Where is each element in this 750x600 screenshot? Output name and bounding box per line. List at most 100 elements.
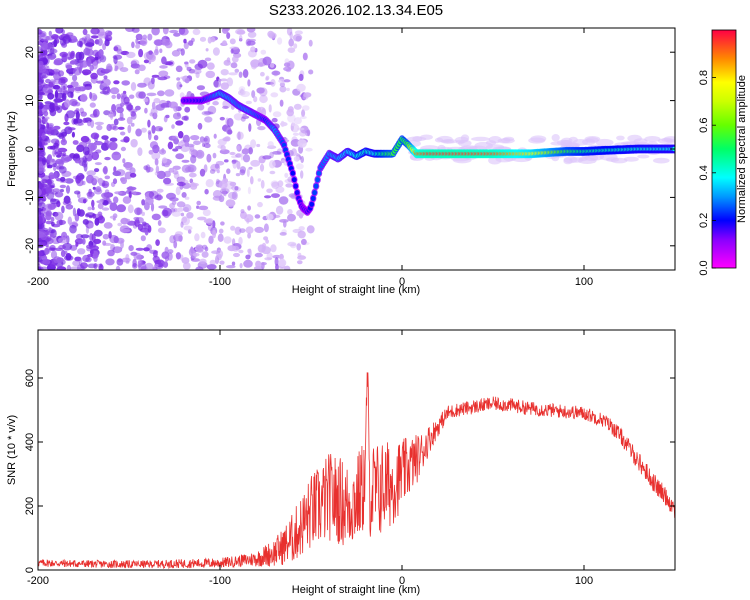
heatmap-noise-blob (103, 165, 108, 175)
heatmap-ridge-cell (291, 177, 297, 183)
heatmap-noise-blob (43, 85, 51, 94)
heatmap-noise-blob (234, 186, 239, 191)
heatmap-halo-blob (458, 139, 472, 147)
heatmap-y-tick-label: 10 (24, 94, 36, 106)
heatmap-noise-blob (72, 74, 78, 82)
heatmap-noise-blob (151, 213, 161, 221)
heatmap-noise-blob (240, 151, 244, 161)
heatmap-noise-blob (77, 209, 85, 217)
heatmap-noise-blob (58, 237, 68, 244)
heatmap-noise-blob (47, 204, 58, 209)
heatmap-noise-blob (161, 38, 171, 46)
heatmap-noise-blob (104, 39, 110, 47)
heatmap-noise-blob (250, 46, 256, 53)
heatmap-noise-blob (181, 216, 188, 223)
heatmap-noise-blob (108, 231, 112, 239)
heatmap-noise-blob (220, 69, 229, 76)
heatmap-noise-blob (299, 130, 307, 137)
heatmap-noise-blob (291, 122, 296, 127)
heatmap-noise-blob (40, 175, 51, 181)
heatmap-noise-blob (190, 154, 197, 164)
heatmap-noise-blob (137, 147, 143, 157)
heatmap-noise-blob (192, 68, 202, 75)
snr-x-tick-label: 100 (575, 575, 593, 587)
heatmap-noise-blob (77, 248, 86, 255)
heatmap-noise-blob (141, 199, 146, 206)
heatmap-noise-blob (271, 70, 281, 76)
heatmap-noise-blob (67, 216, 73, 225)
heatmap-noise-blob (80, 262, 88, 269)
heatmap-noise-blob (219, 260, 225, 265)
heatmap-noise-blob (201, 251, 209, 258)
heatmap-noise-blob (38, 251, 43, 257)
heatmap-noise-blob (220, 82, 229, 90)
heatmap-noise-blob (241, 148, 250, 155)
heatmap-noise-blob (266, 252, 273, 260)
heatmap-noise-blob (251, 90, 256, 99)
heatmap-y-tick-label: -20 (24, 238, 36, 254)
heatmap-noise-blob (41, 210, 50, 214)
heatmap-noise-blob (260, 179, 265, 189)
heatmap-noise-blob (247, 205, 252, 211)
heatmap-noise-blob (176, 81, 182, 90)
heatmap-noise-blob (130, 122, 135, 127)
heatmap-noise-blob (266, 188, 273, 194)
heatmap-noise-blob (199, 168, 206, 177)
heatmap-noise-blob (66, 264, 72, 270)
heatmap-noise-blob (135, 105, 141, 111)
heatmap-noise-blob (202, 209, 211, 217)
heatmap-noise-blob (116, 258, 124, 266)
heatmap-noise-blob (131, 41, 135, 49)
heatmap-noise-blob (87, 254, 93, 258)
heatmap-noise-blob (48, 30, 52, 37)
heatmap-noise-blob (82, 117, 87, 124)
heatmap-noise-blob (47, 138, 51, 143)
heatmap-halo-blob (623, 156, 639, 162)
heatmap-noise-blob (86, 174, 94, 184)
heatmap-noise-blob (300, 115, 307, 120)
heatmap-noise-blob (211, 250, 221, 254)
heatmap-noise-blob (297, 139, 307, 148)
heatmap-noise-blob (126, 220, 137, 226)
heatmap-noise-blob (278, 258, 287, 267)
heatmap-noise-blob (206, 153, 212, 163)
heatmap-noise-blob (220, 78, 228, 82)
heatmap-noise-blob (74, 213, 80, 222)
heatmap-noise-blob (43, 110, 49, 117)
heatmap-noise-blob (254, 214, 261, 219)
heatmap-noise-blob (175, 153, 185, 160)
heatmap-noise-blob (248, 166, 253, 170)
heatmap-noise-blob (60, 84, 65, 92)
heatmap-noise-blob (155, 263, 159, 268)
heatmap-noise-blob (175, 252, 181, 260)
heatmap-x-ticks: -200 -100 0 100 (27, 28, 593, 288)
heatmap-noise-blob (104, 156, 111, 161)
heatmap-noise-blob (55, 28, 64, 34)
heatmap-noise-blob (76, 64, 83, 71)
heatmap-noise-blob (62, 200, 72, 206)
heatmap-noise-blob (239, 263, 243, 269)
heatmap-noise-blob (93, 229, 103, 237)
heatmap-ridge-cell (309, 201, 315, 207)
heatmap-noise-blob (113, 55, 118, 65)
heatmap-noise-blob (157, 227, 166, 234)
heatmap-noise-blob (163, 75, 171, 79)
heatmap-noise-blob (38, 141, 43, 148)
heatmap-noise-blob (301, 238, 307, 245)
heatmap-noise-blob (250, 176, 254, 185)
heatmap-noise-blob (65, 185, 71, 194)
heatmap-noise-blob (257, 178, 262, 182)
heatmap-noise-blob (83, 86, 92, 91)
heatmap-noise-blob (74, 190, 81, 195)
heatmap-noise-blob (213, 133, 217, 139)
heatmap-noise-blob (238, 249, 244, 254)
snr-x-tick-label: -200 (27, 575, 49, 587)
heatmap-noise-blob (65, 64, 73, 70)
heatmap-noise-blob (293, 117, 302, 125)
heatmap-noise-blob (295, 163, 304, 170)
heatmap-noise-blob (197, 103, 205, 111)
heatmap-noise-blob (51, 221, 55, 227)
heatmap-noise-blob (177, 131, 184, 139)
heatmap-noise-blob (158, 127, 163, 132)
heatmap-noise-blob (143, 247, 150, 252)
